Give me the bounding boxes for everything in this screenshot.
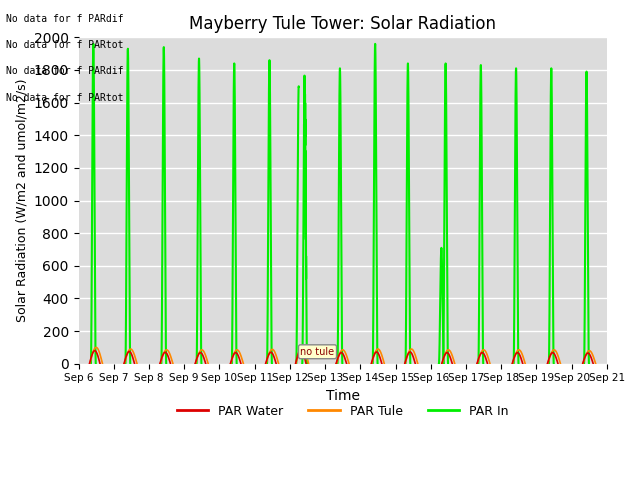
- Text: No data for f PARdif: No data for f PARdif: [6, 13, 124, 24]
- Text: No data for f PARtot: No data for f PARtot: [6, 40, 124, 50]
- Text: no tule: no tule: [300, 347, 335, 357]
- Title: Mayberry Tule Tower: Solar Radiation: Mayberry Tule Tower: Solar Radiation: [189, 15, 496, 33]
- Text: No data for f PARtot: No data for f PARtot: [6, 93, 124, 103]
- Legend: PAR Water, PAR Tule, PAR In: PAR Water, PAR Tule, PAR In: [172, 400, 513, 423]
- Y-axis label: Solar Radiation (W/m2 and umol/m2/s): Solar Radiation (W/m2 and umol/m2/s): [15, 79, 28, 322]
- Text: No data for f PARdif: No data for f PARdif: [6, 66, 124, 76]
- X-axis label: Time: Time: [326, 389, 360, 403]
